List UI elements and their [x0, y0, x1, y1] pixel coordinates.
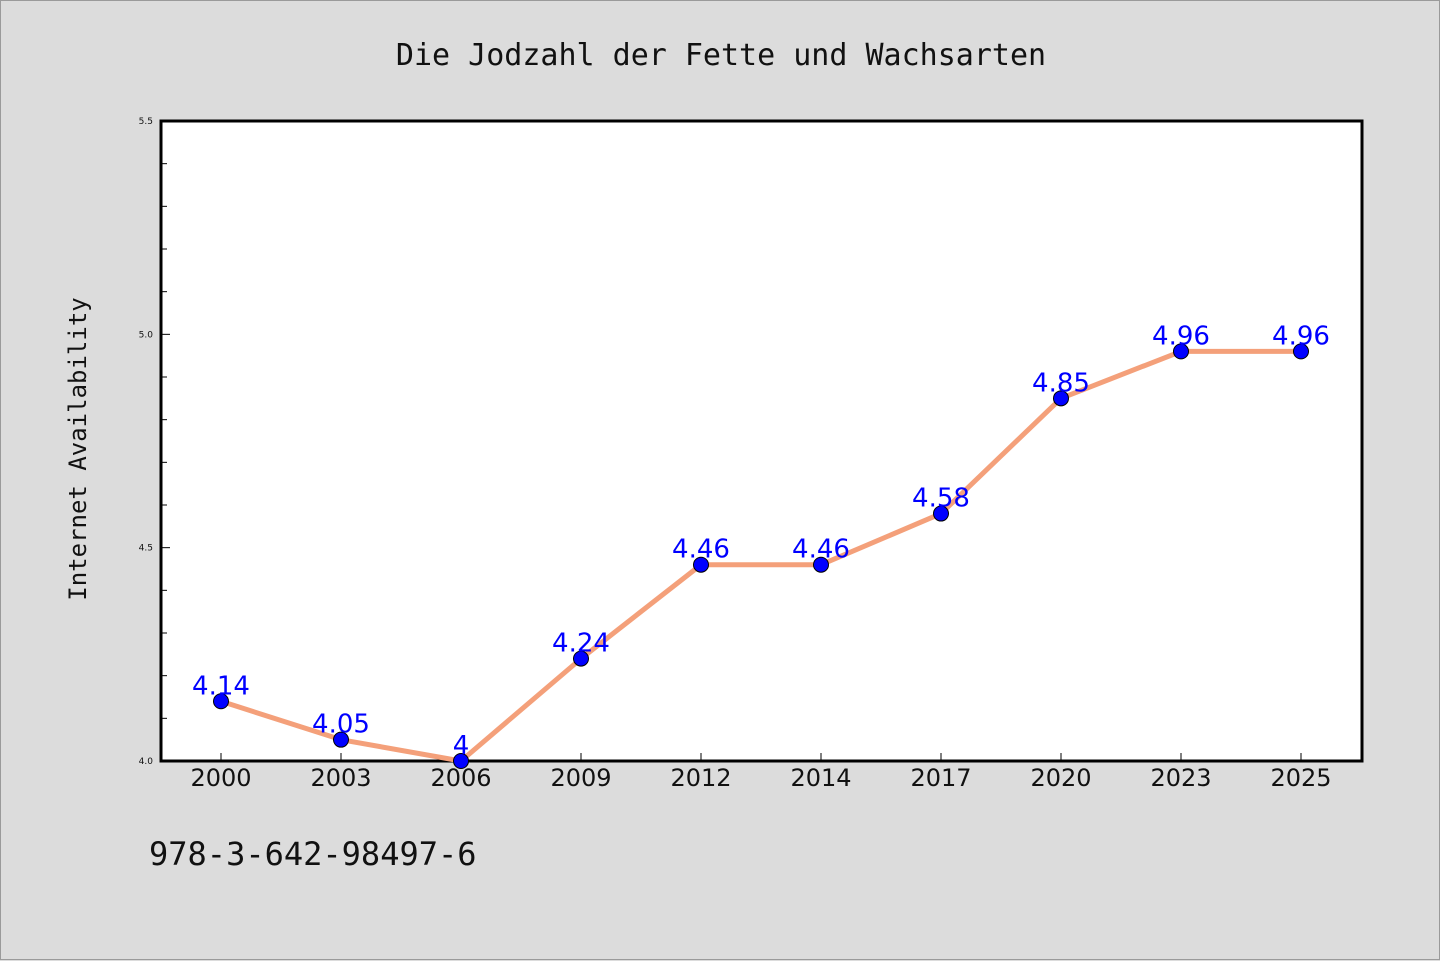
data-point — [1173, 343, 1189, 360]
y-tick-label: 4.0 — [139, 757, 154, 767]
plot-area — [159, 119, 1364, 763]
data-label: 4 — [453, 731, 470, 761]
data-point — [813, 556, 829, 573]
data-label: 4.24 — [552, 629, 610, 659]
series-line — [218, 348, 1304, 764]
data-point — [693, 556, 709, 573]
data-point — [1293, 343, 1309, 360]
x-axis-ticks: 2000 2003 2006 2009 2012 2014 2017 2020 2023 2025 — [190, 753, 1332, 792]
x-tick-label: 2003 — [310, 764, 371, 792]
y-tick-label: 5.5 — [139, 117, 153, 127]
y-tick-label: 5.0 — [139, 330, 154, 340]
data-label: 4.46 — [792, 535, 850, 565]
data-label: 4.58 — [912, 484, 970, 514]
x-tick-label: 2023 — [1150, 764, 1211, 792]
data-label: 4.46 — [672, 535, 730, 565]
y-tick-label: 4.5 — [139, 544, 153, 554]
data-label: 4.14 — [192, 671, 250, 701]
x-tick-label: 2014 — [790, 764, 851, 792]
data-point — [453, 753, 469, 769]
x-tick-label: 2000 — [190, 764, 251, 792]
data-point — [213, 693, 229, 710]
isbn-annotation: 978-3-642-98497-6 — [149, 835, 477, 873]
x-tick-label: 2012 — [670, 764, 731, 792]
data-point — [333, 731, 349, 748]
y-axis-ticks: 4.0 4.5 5.0 5.5 — [139, 117, 170, 767]
chart-title: Die Jodzahl der Fette und Wachsarten — [396, 38, 1046, 73]
data-point — [933, 505, 949, 522]
x-tick-label: 2017 — [910, 764, 971, 792]
x-tick-label: 2025 — [1270, 764, 1331, 792]
data-label: 4.85 — [1032, 368, 1090, 398]
y-axis-label: Internet Availability — [64, 297, 92, 600]
data-point — [573, 650, 589, 667]
x-tick-label: 2020 — [1030, 764, 1091, 792]
data-label: 4.96 — [1152, 321, 1210, 351]
data-point — [1053, 390, 1069, 407]
data-label: 4.96 — [1272, 321, 1330, 351]
data-label: 4.05 — [312, 710, 370, 740]
series-line-group: 4.14 4.05 4 4.24 4.46 4.46 4.58 4.85 4.96 4.96 — [192, 321, 1330, 769]
x-tick-label: 2009 — [550, 764, 611, 792]
